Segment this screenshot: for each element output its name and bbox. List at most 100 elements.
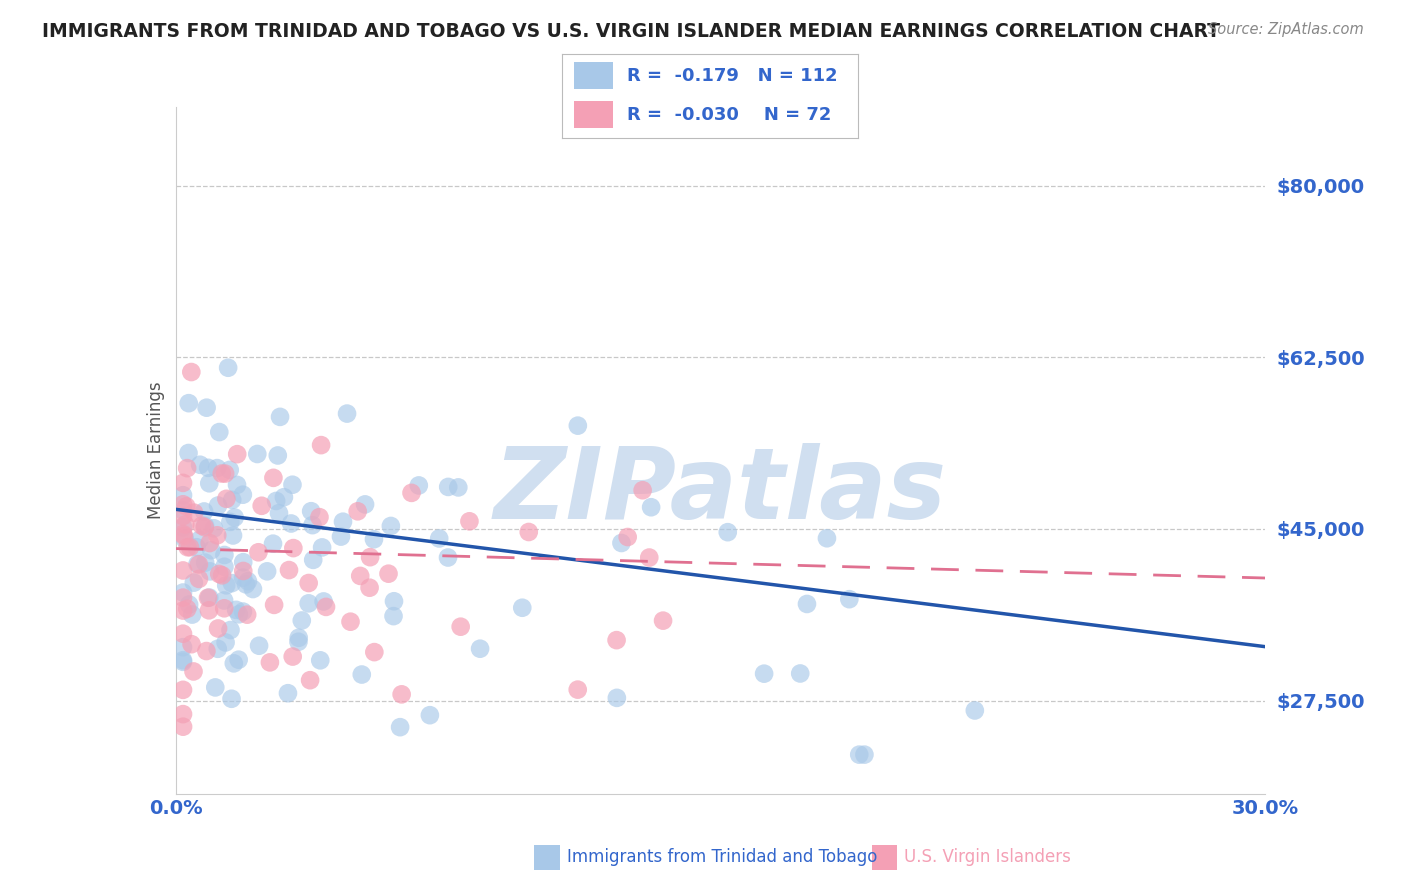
Point — [222, 528, 245, 542]
Point — [631, 483, 654, 498]
Point — [291, 614, 314, 628]
Point — [214, 635, 236, 649]
Point — [232, 605, 254, 619]
Point — [468, 641, 491, 656]
Point — [382, 594, 405, 608]
Point — [309, 653, 332, 667]
Point — [217, 360, 239, 375]
Point — [236, 574, 259, 589]
Point — [179, 540, 201, 554]
Point — [350, 667, 373, 681]
Point — [796, 597, 818, 611]
Point — [752, 666, 775, 681]
Point — [359, 581, 381, 595]
Point — [198, 591, 221, 605]
Point — [283, 541, 305, 555]
Point — [349, 569, 371, 583]
Point — [173, 529, 195, 543]
Point — [280, 516, 302, 531]
Point — [172, 720, 194, 734]
Point — [315, 599, 337, 614]
Point — [187, 572, 209, 586]
Point — [408, 478, 430, 492]
Point — [458, 514, 481, 528]
Point — [717, 525, 740, 540]
Point — [179, 598, 201, 612]
Point — [838, 592, 860, 607]
Point — [205, 461, 228, 475]
Y-axis label: Median Earnings: Median Earnings — [146, 382, 165, 519]
Point — [298, 596, 321, 610]
Point — [354, 497, 377, 511]
Point — [187, 558, 209, 572]
Point — [197, 591, 219, 605]
Point — [380, 519, 402, 533]
Text: ZIPatlas: ZIPatlas — [494, 443, 948, 541]
Point — [187, 557, 209, 571]
Point — [177, 396, 200, 410]
Point — [250, 499, 273, 513]
Point — [278, 563, 301, 577]
Point — [211, 467, 233, 481]
Point — [330, 530, 353, 544]
Point — [311, 541, 333, 555]
Point — [172, 682, 194, 697]
Point — [186, 541, 208, 555]
Text: Source: ZipAtlas.com: Source: ZipAtlas.com — [1208, 22, 1364, 37]
Point — [172, 640, 194, 655]
Point — [299, 673, 322, 688]
Point — [198, 476, 221, 491]
Point — [301, 518, 323, 533]
Point — [287, 631, 309, 645]
Point — [226, 478, 249, 492]
Point — [638, 550, 661, 565]
Point — [215, 491, 238, 506]
Point — [207, 622, 229, 636]
Point — [567, 418, 589, 433]
Point — [299, 504, 322, 518]
Point — [195, 401, 218, 415]
Point — [221, 492, 243, 507]
Point — [172, 509, 194, 524]
Point — [332, 515, 354, 529]
Point — [219, 623, 242, 637]
Point — [848, 747, 870, 762]
Point — [359, 550, 381, 565]
Point — [236, 607, 259, 622]
Point — [212, 601, 235, 615]
Point — [363, 645, 385, 659]
Point — [191, 518, 214, 533]
Point — [427, 532, 450, 546]
Point — [172, 564, 194, 578]
Point — [194, 556, 217, 570]
Point — [198, 565, 221, 579]
Text: Immigrants from Trinidad and Tobago: Immigrants from Trinidad and Tobago — [567, 848, 877, 866]
Point — [218, 463, 240, 477]
Point — [207, 641, 229, 656]
Point — [363, 533, 385, 547]
Point — [193, 504, 215, 518]
Point — [232, 564, 254, 578]
Point — [183, 665, 205, 679]
Point — [214, 548, 236, 562]
Point — [172, 707, 194, 722]
Text: R =  -0.030    N = 72: R = -0.030 N = 72 — [627, 105, 832, 123]
Point — [437, 480, 460, 494]
Point — [188, 458, 211, 472]
Point — [194, 519, 217, 533]
Point — [232, 571, 254, 585]
Point — [606, 633, 628, 648]
Point — [247, 639, 270, 653]
Point — [228, 607, 250, 622]
Text: U.S. Virgin Islanders: U.S. Virgin Islanders — [904, 848, 1071, 866]
Point — [180, 637, 202, 651]
Point — [215, 578, 238, 592]
Point — [287, 634, 309, 648]
Point — [382, 609, 405, 624]
Point — [616, 530, 638, 544]
Point — [346, 504, 368, 518]
Point — [235, 577, 257, 591]
Point — [219, 515, 242, 529]
Point — [963, 703, 986, 717]
Point — [389, 720, 412, 734]
